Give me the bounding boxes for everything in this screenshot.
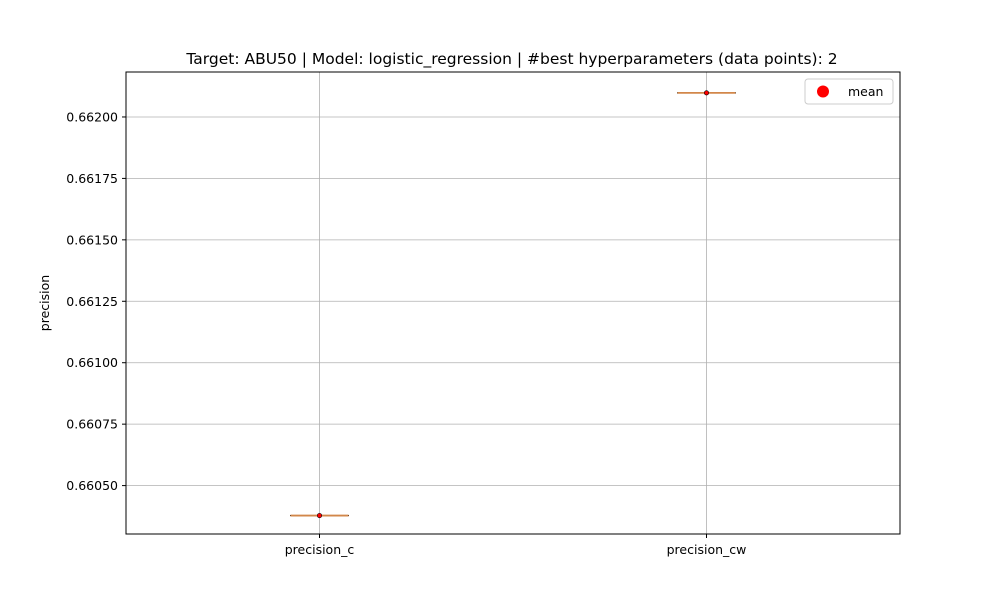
chart-title: Target: ABU50 | Model: logistic_regressi… bbox=[185, 50, 837, 69]
x-tick-label: precision_c bbox=[285, 542, 355, 557]
legend: mean bbox=[804, 78, 894, 105]
y-tick-label: 0.66125 bbox=[66, 294, 118, 309]
y-tick-label: 0.66075 bbox=[66, 417, 118, 432]
legend-mean-label: mean bbox=[848, 84, 883, 99]
box-precision_c bbox=[290, 513, 349, 519]
y-tick-label: 0.66050 bbox=[66, 478, 118, 493]
y-tick-label: 0.66150 bbox=[66, 232, 118, 247]
x-tick-label: precision_cw bbox=[667, 542, 747, 557]
y-tick-label: 0.66100 bbox=[66, 355, 118, 370]
mean-point bbox=[703, 90, 709, 96]
y-tick-label: 0.66200 bbox=[66, 109, 118, 124]
axes: 0.66050 0.66075 0.66100 0.66125 0.66150 0.661… bbox=[66, 71, 901, 557]
y-tick-label: 0.66175 bbox=[66, 171, 118, 186]
y-axis-label: precision bbox=[37, 275, 52, 331]
legend-frame bbox=[804, 78, 894, 105]
grid-lines bbox=[126, 72, 900, 534]
plot-frame bbox=[125, 71, 901, 535]
mean-point bbox=[316, 513, 322, 519]
boxes bbox=[290, 90, 736, 519]
box-precision_cw bbox=[677, 90, 736, 96]
legend-mean-marker bbox=[817, 85, 829, 98]
